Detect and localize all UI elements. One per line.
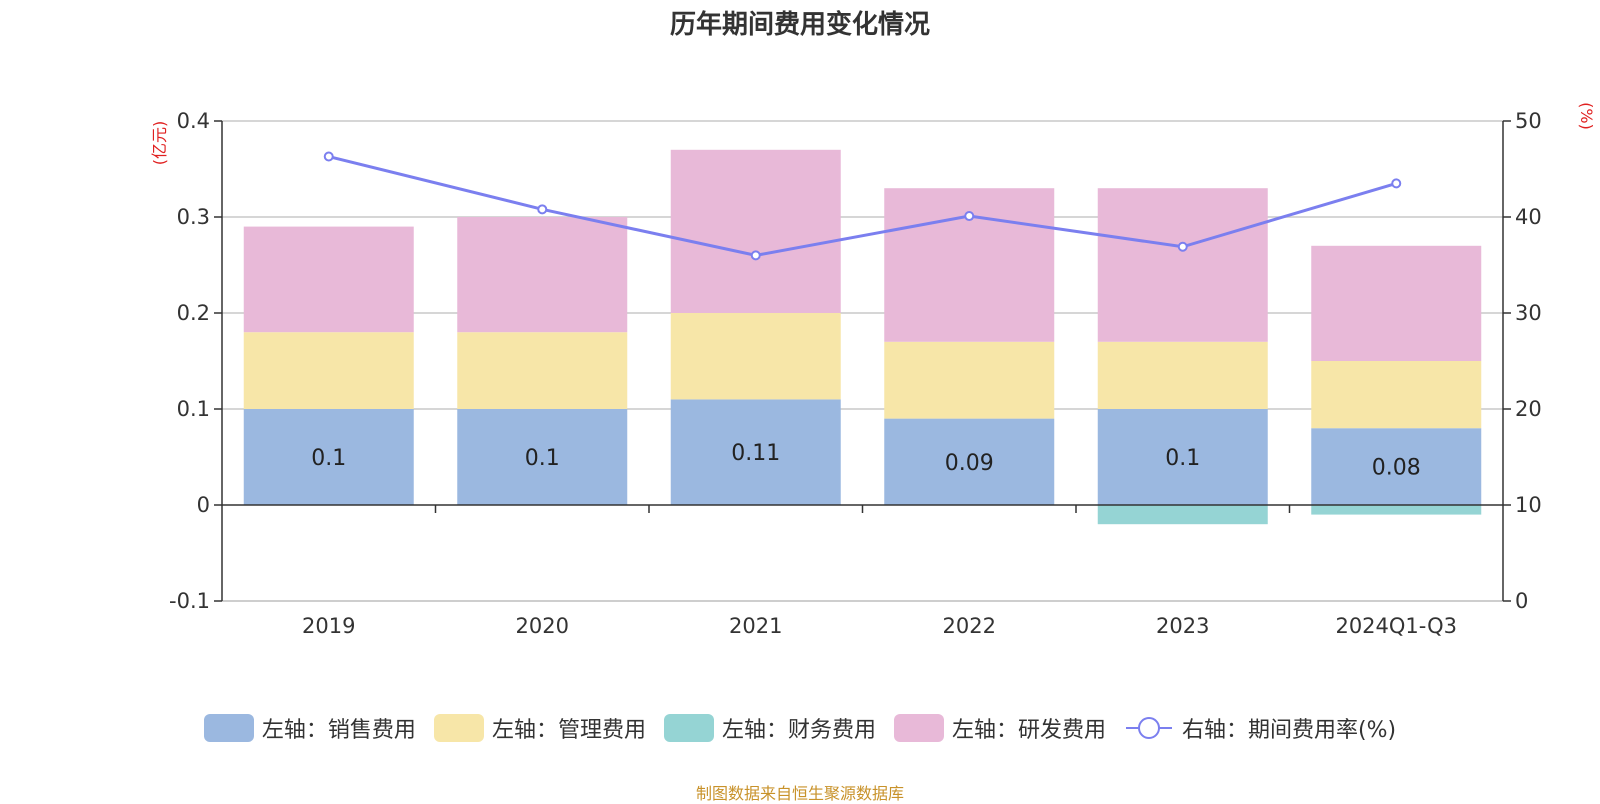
sales-bar bbox=[1097, 409, 1268, 505]
sales-value-label: 0.09 bbox=[945, 451, 994, 476]
line-layer bbox=[323, 151, 1402, 261]
sales-bar bbox=[243, 409, 414, 505]
legend-swatch bbox=[893, 714, 944, 742]
legend-item[interactable]: 左轴：管理费用 bbox=[433, 712, 646, 744]
rate-point bbox=[1177, 241, 1188, 252]
right-axis-tick-label: 20 bbox=[1515, 397, 1542, 421]
finance-bar bbox=[1097, 505, 1268, 525]
right-axis-tick-label: 30 bbox=[1515, 301, 1542, 325]
sales-bar bbox=[884, 418, 1055, 505]
x-axis-category-label: 2019 bbox=[302, 614, 355, 638]
legend-label: 左轴：管理费用 bbox=[491, 718, 646, 743]
right-axis-tick-label: 10 bbox=[1515, 493, 1542, 517]
admin-bar bbox=[670, 313, 841, 400]
sales-bar bbox=[1311, 428, 1482, 505]
rate-point bbox=[964, 211, 975, 222]
bar-layer bbox=[243, 149, 1482, 525]
x-axis-category-label: 2024Q1-Q3 bbox=[1335, 614, 1457, 638]
sales-bar bbox=[670, 399, 841, 505]
rd-bar bbox=[670, 149, 841, 313]
right-axis-tick-label: 50 bbox=[1515, 109, 1542, 133]
admin-bar bbox=[1311, 361, 1482, 429]
source-note: 制图数据来自恒生聚源数据库 bbox=[695, 784, 904, 803]
left-axis-unit: (亿元) bbox=[150, 121, 169, 166]
x-axis-category-label: 2020 bbox=[516, 614, 569, 638]
finance-bar bbox=[1311, 505, 1482, 515]
left-axis-tick-label: -0.1 bbox=[169, 589, 210, 613]
sales-value-label: 0.1 bbox=[1165, 446, 1200, 471]
rate-line bbox=[328, 155, 1397, 257]
legend-swatch bbox=[203, 714, 254, 742]
sales-value-label: 0.11 bbox=[731, 441, 780, 466]
right-axis-tick-label: 40 bbox=[1515, 205, 1542, 229]
rd-bar bbox=[1311, 245, 1482, 361]
rd-bar bbox=[457, 217, 628, 333]
left-axis-tick-label: 0.2 bbox=[177, 301, 210, 325]
legend-item[interactable]: 右轴：期间费用率(%) bbox=[1124, 712, 1396, 744]
left-axis-tick-label: 0.1 bbox=[177, 397, 210, 421]
legend: 左轴：销售费用 左轴：管理费用 左轴：财务费用 左轴：研发费用 右轴：期间费用率(%) bbox=[0, 712, 1600, 744]
right-axis-unit: (%) bbox=[1577, 102, 1596, 130]
sales-value-label: 0.1 bbox=[525, 446, 560, 471]
left-axis-tick-label: 0.3 bbox=[177, 205, 210, 229]
legend-label: 左轴：销售费用 bbox=[261, 718, 416, 743]
rd-bar bbox=[243, 226, 414, 333]
legend-label: 左轴：财务费用 bbox=[721, 718, 876, 743]
label-layer: 0.1 0.1 0.11 0.09 0.1 0.08 bbox=[311, 441, 1420, 480]
legend-item[interactable]: 左轴：研发费用 bbox=[893, 712, 1106, 744]
rate-point bbox=[323, 151, 334, 162]
left-axis-tick-label: 0.4 bbox=[177, 109, 210, 133]
line-marker-icon bbox=[1125, 717, 1172, 739]
admin-bar bbox=[884, 341, 1055, 419]
left-axis-tick-label: 0 bbox=[197, 493, 210, 517]
admin-bar bbox=[1097, 341, 1268, 409]
legend-item[interactable]: 左轴：销售费用 bbox=[203, 712, 416, 744]
x-axis-category-label: 2021 bbox=[729, 614, 782, 638]
legend-swatch bbox=[433, 714, 484, 742]
chart-canvas: -0.1 0 0.1 0.2 0.3 0.4 0 10 20 30 40 50 2019 2020 2021… bbox=[150, 102, 1596, 638]
grid-layer bbox=[222, 120, 1503, 602]
right-axis-tick-label: 0 bbox=[1515, 589, 1528, 613]
x-axis-category-label: 2023 bbox=[1156, 614, 1209, 638]
rate-point bbox=[750, 250, 761, 261]
rate-point bbox=[537, 204, 548, 215]
admin-bar bbox=[457, 332, 628, 409]
rd-bar bbox=[1097, 188, 1268, 342]
x-axis-category-label: 2022 bbox=[943, 614, 996, 638]
legend-label: 左轴：研发费用 bbox=[951, 718, 1106, 743]
rate-point bbox=[1391, 178, 1402, 189]
legend-item[interactable]: 左轴：财务费用 bbox=[663, 712, 876, 744]
sales-bar bbox=[457, 409, 628, 505]
sales-value-label: 0.1 bbox=[311, 446, 346, 471]
legend-label: 右轴：期间费用率(%) bbox=[1181, 718, 1397, 743]
legend-swatch bbox=[663, 714, 714, 742]
axis-layer: -0.1 0 0.1 0.2 0.3 0.4 0 10 20 30 40 50 2019 2020 2021… bbox=[169, 109, 1542, 638]
chart-title: 历年期间费用变化情况 bbox=[669, 10, 930, 40]
admin-bar bbox=[243, 332, 414, 409]
sales-value-label: 0.08 bbox=[1372, 456, 1421, 481]
